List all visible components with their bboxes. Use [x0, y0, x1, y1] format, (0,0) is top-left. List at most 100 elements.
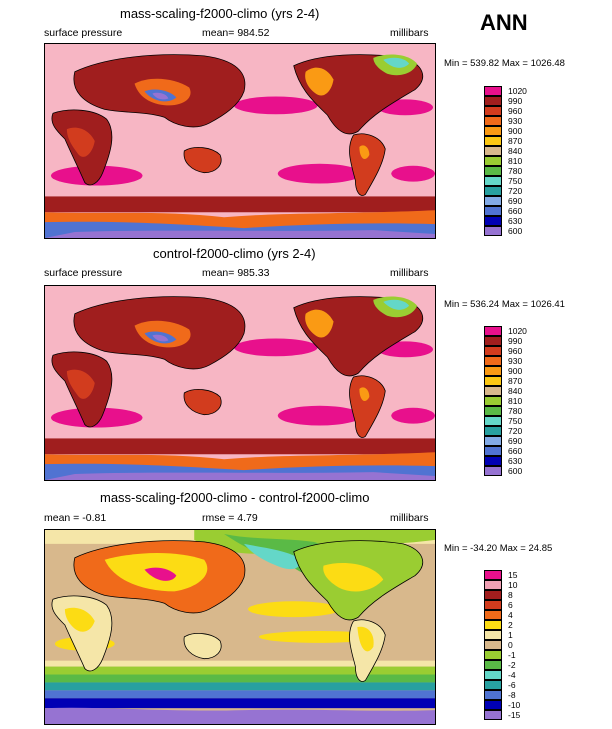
legend-swatch	[484, 156, 502, 166]
legend-swatch	[484, 710, 502, 720]
legend-label: 930	[508, 356, 523, 366]
legend-swatch	[484, 700, 502, 710]
panel-1-mean-label: mean= 984.52	[202, 27, 270, 39]
legend-swatch	[484, 366, 502, 376]
panel-2-map-svg	[45, 286, 435, 480]
legend-swatch	[484, 346, 502, 356]
legend-swatch	[484, 610, 502, 620]
legend-swatch	[484, 106, 502, 116]
legend-swatch	[484, 176, 502, 186]
legend-label: 990	[508, 336, 523, 346]
legend-swatch	[484, 590, 502, 600]
panel-3-mean-label: mean = -0.81	[44, 512, 107, 524]
legend-swatch	[484, 416, 502, 426]
legend-swatch	[484, 186, 502, 196]
legend-label: 810	[508, 396, 523, 406]
legend-label: 750	[508, 416, 523, 426]
legend-label: 780	[508, 406, 523, 416]
legend-label: 2	[508, 620, 513, 630]
legend-label: -15	[508, 710, 521, 720]
legend-label: 960	[508, 346, 523, 356]
legend-swatch	[484, 406, 502, 416]
panel-3-minmax: Min = -34.20 Max = 24.85	[444, 543, 553, 554]
legend-label: -1	[508, 650, 516, 660]
panel-2-variable-label: surface pressure	[44, 267, 123, 279]
panel-2-title: control-f2000-climo (yrs 2-4)	[153, 246, 316, 261]
legend-swatch	[484, 630, 502, 640]
panel-1-minmax: Min = 539.82 Max = 1026.48	[444, 58, 565, 69]
legend-swatch	[484, 336, 502, 346]
panel-2-mean-label: mean= 985.33	[202, 267, 270, 279]
legend-swatch	[484, 466, 502, 476]
panel-3-units-label: millibars	[390, 512, 429, 524]
legend-label: 1020	[508, 326, 527, 336]
legend-label: 720	[508, 186, 523, 196]
legend-swatch	[484, 206, 502, 216]
legend-label: 4	[508, 610, 513, 620]
panel-2-map	[44, 285, 436, 481]
legend-swatch	[484, 396, 502, 406]
panel-1-variable-label: surface pressure	[44, 27, 123, 39]
legend-swatch	[484, 116, 502, 126]
panel-3-map	[44, 529, 436, 725]
legend-swatch	[484, 600, 502, 610]
legend-swatch	[484, 690, 502, 700]
legend-swatch	[484, 146, 502, 156]
legend-label: 660	[508, 206, 523, 216]
legend-label: 660	[508, 446, 523, 456]
panel-3-rmse-label: rmse = 4.79	[202, 512, 258, 524]
legend-label: 780	[508, 166, 523, 176]
legend-label: 840	[508, 146, 523, 156]
legend-label: 870	[508, 376, 523, 386]
legend-swatch	[484, 660, 502, 670]
legend-swatch	[484, 386, 502, 396]
legend-swatch	[484, 86, 502, 96]
legend-label: 0	[508, 640, 513, 650]
legend-swatch	[484, 670, 502, 680]
legend-swatch	[484, 620, 502, 630]
legend-label: 870	[508, 136, 523, 146]
legend-swatch	[484, 436, 502, 446]
panel-1-units-label: millibars	[390, 27, 429, 39]
legend-label: 630	[508, 456, 523, 466]
legend-label: 6	[508, 600, 513, 610]
panel-1-title: mass-scaling-f2000-climo (yrs 2-4)	[120, 6, 320, 21]
legend-label: 600	[508, 466, 523, 476]
legend-label: 1020	[508, 86, 527, 96]
legend-swatch	[484, 196, 502, 206]
legend-swatch	[484, 426, 502, 436]
legend-swatch	[484, 216, 502, 226]
panel-3-title: mass-scaling-f2000-climo - control-f2000…	[100, 490, 370, 505]
legend-swatch	[484, 376, 502, 386]
legend-label: 10	[508, 580, 518, 590]
panel-2-units-label: millibars	[390, 267, 429, 279]
legend-label: 720	[508, 426, 523, 436]
season-label: ANN	[480, 10, 528, 35]
legend-label: 810	[508, 156, 523, 166]
legend-label: -8	[508, 690, 516, 700]
legend-label: -6	[508, 680, 516, 690]
legend-swatch	[484, 580, 502, 590]
legend-label: 990	[508, 96, 523, 106]
legend-label: 930	[508, 116, 523, 126]
legend-label: 900	[508, 366, 523, 376]
legend-swatch	[484, 136, 502, 146]
panel-1-map-svg	[45, 44, 435, 238]
legend-label: 960	[508, 106, 523, 116]
legend-swatch	[484, 356, 502, 366]
legend-label: -4	[508, 670, 516, 680]
panel-3-map-svg	[45, 530, 435, 724]
legend-label: 600	[508, 226, 523, 236]
legend-label: -2	[508, 660, 516, 670]
legend-label: 900	[508, 126, 523, 136]
legend-swatch	[484, 126, 502, 136]
panel-2-minmax: Min = 536.24 Max = 1026.41	[444, 299, 565, 310]
legend-swatch	[484, 640, 502, 650]
legend-label: 840	[508, 386, 523, 396]
legend-swatch	[484, 326, 502, 336]
legend-label: 750	[508, 176, 523, 186]
legend-swatch	[484, 166, 502, 176]
legend-swatch	[484, 570, 502, 580]
legend-label: 1	[508, 630, 513, 640]
legend-swatch	[484, 456, 502, 466]
